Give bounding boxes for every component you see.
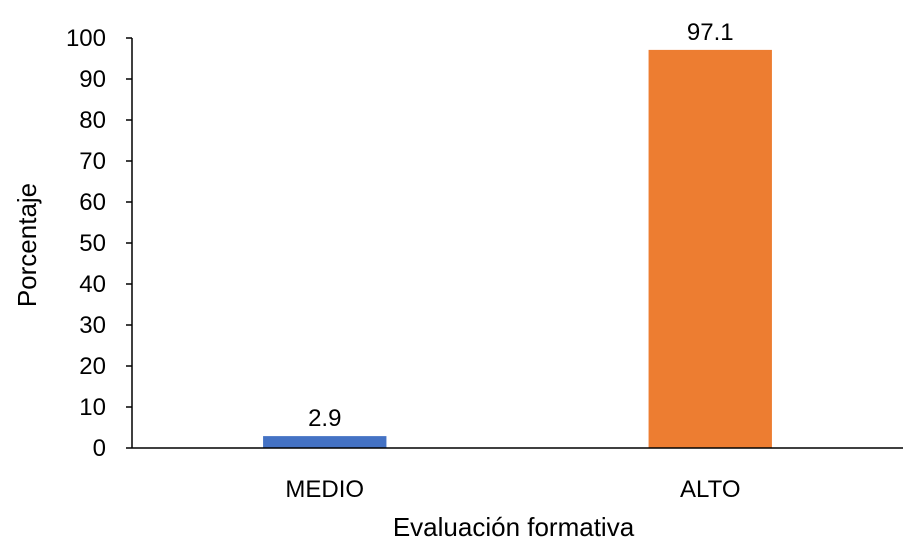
y-tick-label: 80 — [79, 107, 106, 134]
y-tick-label: 30 — [79, 312, 106, 339]
y-tick-label: 40 — [79, 271, 106, 298]
y-tick-label: 0 — [93, 435, 106, 462]
x-axis-ticks: MEDIO ALTO — [285, 476, 740, 503]
bar-alto — [648, 49, 772, 448]
y-tick-label: 60 — [79, 189, 106, 216]
y-tick-label: 50 — [79, 230, 106, 257]
y-axis-ticks: 0 10 20 30 40 50 60 70 80 90 100 — [66, 25, 132, 462]
y-tick-label: 90 — [79, 66, 106, 93]
bar-medio — [263, 436, 387, 448]
y-tick-label: 20 — [79, 353, 106, 380]
y-tick-label: 100 — [66, 25, 106, 52]
y-axis-title: Porcentaje — [12, 183, 42, 307]
category-label-alto: ALTO — [680, 476, 740, 503]
bars — [263, 49, 772, 448]
data-labels: 2.9 97.1 — [308, 19, 734, 432]
y-tick-label: 10 — [79, 394, 106, 421]
x-axis-title: Evaluación formativa — [393, 512, 635, 542]
y-tick-label: 70 — [79, 148, 106, 175]
data-label-alto: 97.1 — [687, 19, 734, 46]
data-label-medio: 2.9 — [308, 405, 341, 432]
category-label-medio: MEDIO — [285, 476, 364, 503]
